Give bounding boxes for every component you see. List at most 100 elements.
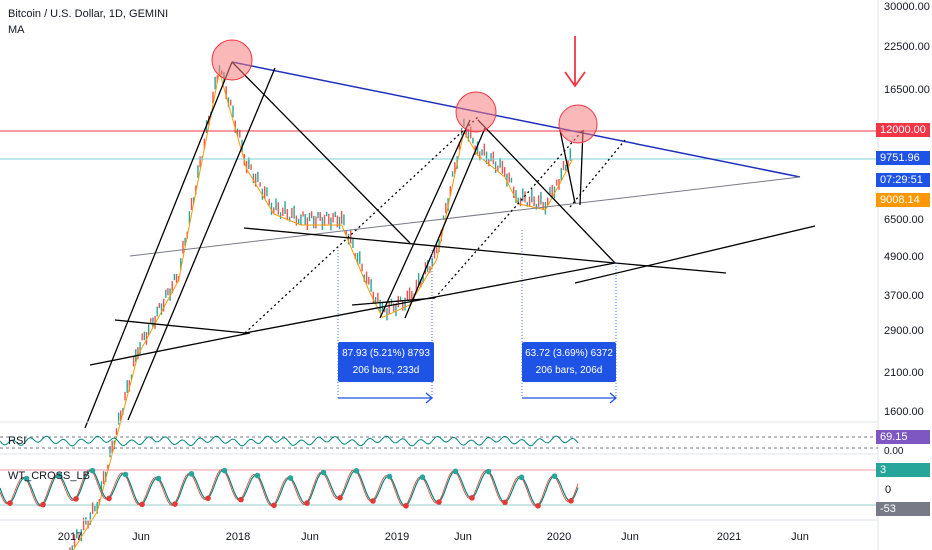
trend-line-0 — [84, 61, 233, 429]
dotted-line-2 — [569, 139, 626, 208]
wt-cross-dot — [403, 502, 409, 509]
wt-cross-dot — [287, 475, 294, 481]
dotted-line-1 — [434, 129, 584, 299]
trend-line-6 — [243, 227, 616, 264]
wt-cross-dot — [238, 496, 244, 503]
trend-line-14 — [351, 297, 436, 306]
price-tick-3: 6500.00 — [884, 214, 924, 226]
ma-line — [72, 71, 574, 550]
time-tick-0: 2017 — [58, 531, 82, 543]
wt-cross-dot — [502, 499, 508, 506]
rsi-line — [0, 435, 579, 447]
wt-cross-dot — [436, 499, 442, 505]
price-axis: 30000.00 22500.00 16500.00 6500.00 4900.00 37… — [884, 1, 930, 418]
rsi-label: RSI — [8, 435, 27, 447]
measure-box-2-line2: 206 bars, 206d — [535, 365, 603, 376]
wt-cross-dot — [535, 503, 541, 509]
price-tick-1: 22500.00 — [884, 41, 930, 53]
wt-cross-dot — [337, 495, 343, 501]
trend-line-8 — [574, 225, 816, 284]
price-tick-7: 2100.00 — [884, 367, 924, 379]
wt-cross-dot — [320, 469, 327, 476]
peak-circle-0 — [211, 39, 253, 81]
peak-circle-2 — [558, 104, 598, 144]
time-tick-8: 2021 — [717, 531, 741, 543]
wt-cross-dot — [469, 495, 475, 501]
wt-panel — [0, 467, 878, 509]
measure-box-1[interactable]: 87.93 (5.21%) 8793 206 bars, 233d — [338, 342, 434, 382]
trend-line-10 — [404, 127, 486, 319]
wt-cross-dot — [551, 473, 558, 479]
trend-line-12 — [559, 129, 576, 204]
time-tick-7: Jun — [621, 531, 639, 543]
wt-value-mid: 0 — [885, 484, 892, 496]
price-tick-0: 30000.00 — [884, 1, 930, 13]
wt-cross-dot — [106, 495, 112, 502]
wt-cross-dot — [568, 498, 574, 504]
wt-cross-dot — [370, 498, 376, 504]
arrow-head-icon — [564, 71, 586, 88]
time-tick-5: Jun — [454, 531, 472, 543]
range-arrow-head-icon-1 — [609, 392, 618, 404]
wt-cross-dot — [205, 495, 211, 502]
wt-cross-dot — [89, 467, 96, 474]
trend-drawings — [0, 36, 878, 429]
wt-cross-dot — [386, 473, 393, 480]
level-price-tag: 12000.00 — [876, 123, 930, 137]
trend-line-9 — [379, 119, 471, 319]
time-tick-6: 2020 — [547, 531, 571, 543]
measure-box-2-line1: 63.72 (3.69%) 6372 — [525, 348, 613, 359]
time-tick-3: Jun — [301, 531, 319, 543]
wt-cross-dot — [7, 500, 13, 506]
rsi-axis-zero: 0.00 — [884, 446, 904, 457]
trend-line-7 — [614, 262, 727, 274]
wt-cross-dot — [73, 496, 79, 502]
price-tick-8: 1600.00 — [884, 406, 924, 418]
resistance-line — [231, 61, 801, 178]
peak-circle-1 — [455, 91, 497, 133]
wt-cross-dot — [56, 472, 63, 479]
indicator-label: MA — [8, 24, 25, 36]
wt-cross-dot — [304, 500, 310, 506]
trend-line-4 — [89, 332, 251, 366]
wt-label: WT_CROSS_LB — [8, 470, 90, 482]
price-tick-4: 4900.00 — [884, 251, 924, 263]
wt-value-top: 3 — [876, 463, 930, 477]
time-tick-1: Jun — [132, 531, 150, 543]
trend-line-1 — [127, 67, 276, 421]
wt-cross-dot — [353, 468, 360, 474]
rsi-panel — [0, 435, 878, 449]
time-axis: 2017 Jun 2018 Jun 2019 Jun 2020 Jun 2021 Jun — [58, 531, 809, 543]
wt-cross-dot — [155, 475, 162, 482]
wt-value-bottom: -53 — [876, 502, 930, 516]
time-tick-9: Jun — [791, 531, 809, 543]
price-tick-6: 2900.00 — [884, 325, 924, 337]
price-tick-5: 3700.00 — [884, 290, 924, 302]
wt-cross-dot — [452, 468, 459, 475]
measure-box-1-line2: 206 bars, 233d — [352, 365, 420, 376]
grey-trend-line — [129, 176, 801, 257]
chart-title: Bitcoin / U.S. Dollar, 1D, GEMINI — [8, 8, 169, 20]
wt-cross-dot — [419, 474, 426, 481]
wt-cross-dot — [271, 502, 277, 509]
countdown-tag: 07:29:51 — [876, 173, 930, 187]
measure-box-2[interactable]: 63.72 (3.69%) 6372 206 bars, 206d — [522, 342, 616, 382]
wt-cross-dot — [221, 467, 228, 474]
wt-cross-dot — [40, 501, 46, 508]
wt-cross-dot — [485, 468, 492, 475]
time-tick-4: 2019 — [385, 531, 409, 543]
trend-line-11 — [477, 119, 616, 264]
trend-line-2 — [231, 61, 411, 244]
wt-cross-dot — [122, 471, 129, 478]
wt-cross-dot — [518, 474, 525, 481]
price-series — [69, 65, 574, 550]
time-tick-2: 2018 — [226, 531, 250, 543]
last-price-tag: 9751.96 — [876, 151, 930, 165]
price-tick-2: 16500.00 — [884, 84, 930, 96]
measure-box-1-line1: 87.93 (5.21%) 8793 — [342, 348, 430, 359]
wt-cross-dot — [254, 472, 261, 479]
wt-cross-dot — [139, 501, 145, 508]
wt-cross-dot — [188, 471, 195, 477]
wt-cross-dot — [23, 475, 30, 482]
